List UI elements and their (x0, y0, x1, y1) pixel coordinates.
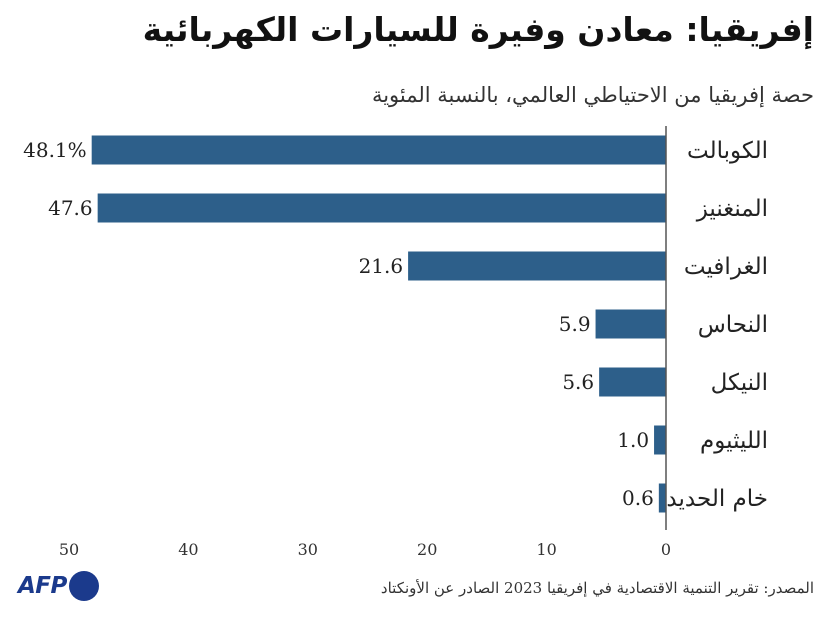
chart-subtitle: حصة إفريقيا من الاحتياطي العالمي، بالنسب… (371, 83, 814, 107)
x-tick-label-0: 0 (661, 540, 671, 559)
x-tick-label-30: 30 (298, 540, 318, 559)
bar-5 (654, 425, 666, 455)
bar-3 (595, 309, 666, 339)
chart-title: إفريقيا: معادن وفيرة للسيارات الكهربائية (142, 10, 814, 49)
bar-chart: 48.1% 47.6 21.6 5.9 5.6 1.0 0.6 الكوبالت المنغن… (23, 126, 768, 559)
category-label-0: الكوبالت (687, 138, 768, 164)
category-label-4: النيكل (711, 370, 768, 396)
category-label-2: الغرافيت (684, 254, 768, 280)
category-label-5: الليثيوم (700, 428, 768, 454)
bar-4 (599, 367, 666, 397)
x-tick-label-50: 50 (59, 540, 79, 559)
source-note: المصدر: تقرير التنمية الاقتصادية في إفري… (380, 579, 814, 597)
afp-logo: AFP (18, 571, 99, 601)
afp-logo-dot-icon (68, 571, 99, 601)
bar-0 (91, 135, 667, 165)
x-tick-label-10: 10 (536, 540, 556, 559)
bar-value-label-4: 5.6 (562, 370, 594, 394)
bar-value-label-6: 0.6 (622, 486, 654, 510)
bar-2 (408, 251, 666, 281)
bar-value-label-1: 47.6 (48, 196, 93, 220)
x-tick-label-40: 40 (178, 540, 198, 559)
value-labels-group: 48.1% 47.6 21.6 5.9 5.6 1.0 0.6 (23, 138, 654, 510)
bar-1 (97, 193, 666, 223)
category-label-6: خام الحديد (666, 486, 768, 512)
x-tick-label-20: 20 (417, 540, 437, 559)
category-label-3: النحاس (698, 312, 768, 338)
category-labels-group: الكوبالت المنغنيز الغرافيت النحاس النيكل اللي… (666, 138, 768, 512)
x-tick-labels-group: 0 10 20 30 40 50 (59, 540, 671, 559)
bar-value-label-2: 21.6 (359, 254, 404, 278)
bar-value-label-0: 48.1% (23, 138, 87, 162)
bar-value-label-3: 5.9 (559, 312, 591, 336)
afp-logo-text: AFP (18, 573, 67, 599)
bar-value-label-5: 1.0 (617, 428, 649, 452)
bar-6 (658, 483, 666, 513)
category-label-1: المنغنيز (696, 196, 768, 222)
bars-group (91, 135, 667, 513)
